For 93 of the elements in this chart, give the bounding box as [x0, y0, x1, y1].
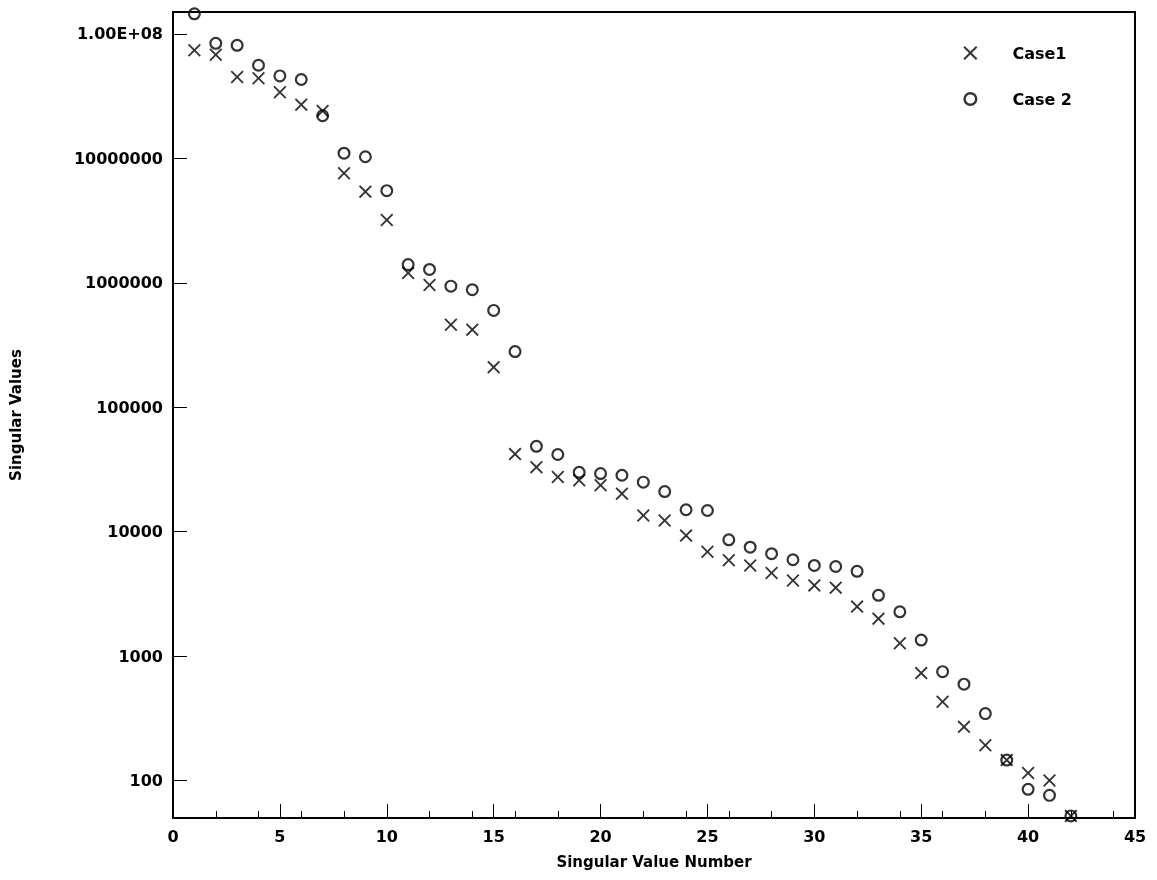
point: [337, 146, 351, 160]
x-tick-label: 0: [167, 826, 179, 846]
point: [850, 564, 864, 578]
y-axis-title: Singular Values: [6, 349, 25, 481]
point: [914, 633, 928, 647]
y-tick-label: 10000000: [73, 148, 163, 168]
point: [1042, 788, 1056, 802]
point: [807, 558, 821, 572]
point: [294, 73, 308, 87]
x-tick-label: 10: [375, 826, 398, 846]
point: [829, 581, 843, 595]
point: [786, 553, 800, 567]
point: [316, 109, 330, 123]
x-axis-title: Singular Value Number: [556, 852, 753, 871]
point: [358, 185, 372, 199]
point: [615, 468, 629, 482]
legend-label: Case1: [1012, 43, 1067, 63]
point: [465, 323, 479, 337]
point: [273, 85, 287, 99]
point: [679, 503, 693, 517]
y-tick-label: 1.00E+08: [76, 24, 163, 44]
x-tick-label: 30: [803, 826, 826, 846]
y-tick-label: 1000: [118, 646, 163, 666]
point: [294, 98, 308, 112]
point: [893, 636, 907, 650]
point: [615, 487, 629, 501]
point: [337, 166, 351, 180]
point: [636, 475, 650, 489]
point: [978, 738, 992, 752]
y-tick-label: 1000000: [85, 273, 163, 293]
point: [636, 508, 650, 522]
point: [700, 545, 714, 559]
point: [1042, 774, 1056, 788]
point: [700, 503, 714, 517]
point: [487, 303, 501, 317]
point: [743, 558, 757, 572]
point: [187, 43, 201, 57]
point: [230, 38, 244, 52]
point: [551, 448, 565, 461]
x-tick-label: 15: [482, 826, 505, 846]
point: [529, 460, 543, 474]
point: [209, 36, 223, 50]
point: [807, 578, 821, 592]
point: [273, 69, 287, 83]
point: [444, 279, 458, 293]
point: [423, 262, 437, 276]
point: [380, 184, 394, 198]
point: [252, 71, 266, 85]
point: [978, 707, 992, 721]
y-tick-label: 100000: [96, 397, 163, 417]
point: [936, 665, 950, 679]
point: [914, 666, 928, 680]
x-tick-label: 20: [589, 826, 612, 846]
point: [1021, 766, 1035, 780]
point: [594, 478, 608, 492]
point: [401, 258, 415, 272]
point: [957, 677, 971, 691]
point: [1021, 782, 1035, 796]
point: [551, 470, 565, 484]
point: [957, 720, 971, 734]
point: [508, 345, 522, 359]
point: [871, 588, 885, 602]
point: [508, 447, 522, 461]
point: [380, 213, 394, 227]
point: [722, 553, 736, 567]
point: [187, 7, 201, 21]
y-tick-label: 100: [129, 771, 163, 791]
point: [594, 467, 608, 481]
point: [487, 360, 501, 374]
point: [572, 465, 586, 479]
legend-label: Case 2: [1012, 89, 1073, 109]
x-tick-label: 25: [696, 826, 719, 846]
point: [252, 58, 266, 72]
point: [743, 540, 757, 554]
point: [230, 70, 244, 84]
point: [658, 485, 672, 499]
point: [765, 547, 779, 561]
x-tick-label: 40: [1016, 826, 1040, 846]
y-tick-label: 10000: [107, 522, 163, 542]
point: [444, 318, 458, 332]
point: [465, 283, 479, 297]
point: [871, 612, 885, 626]
x-tick-label: 35: [910, 826, 933, 846]
point: [936, 695, 950, 709]
point: [358, 150, 372, 164]
x-tick-label: 5: [274, 826, 286, 846]
point: [893, 605, 907, 619]
point: [658, 513, 672, 527]
point: [829, 560, 843, 573]
point: [529, 439, 543, 453]
x-tick-label: 45: [1123, 826, 1147, 846]
point: [209, 48, 223, 62]
point: [722, 533, 736, 547]
